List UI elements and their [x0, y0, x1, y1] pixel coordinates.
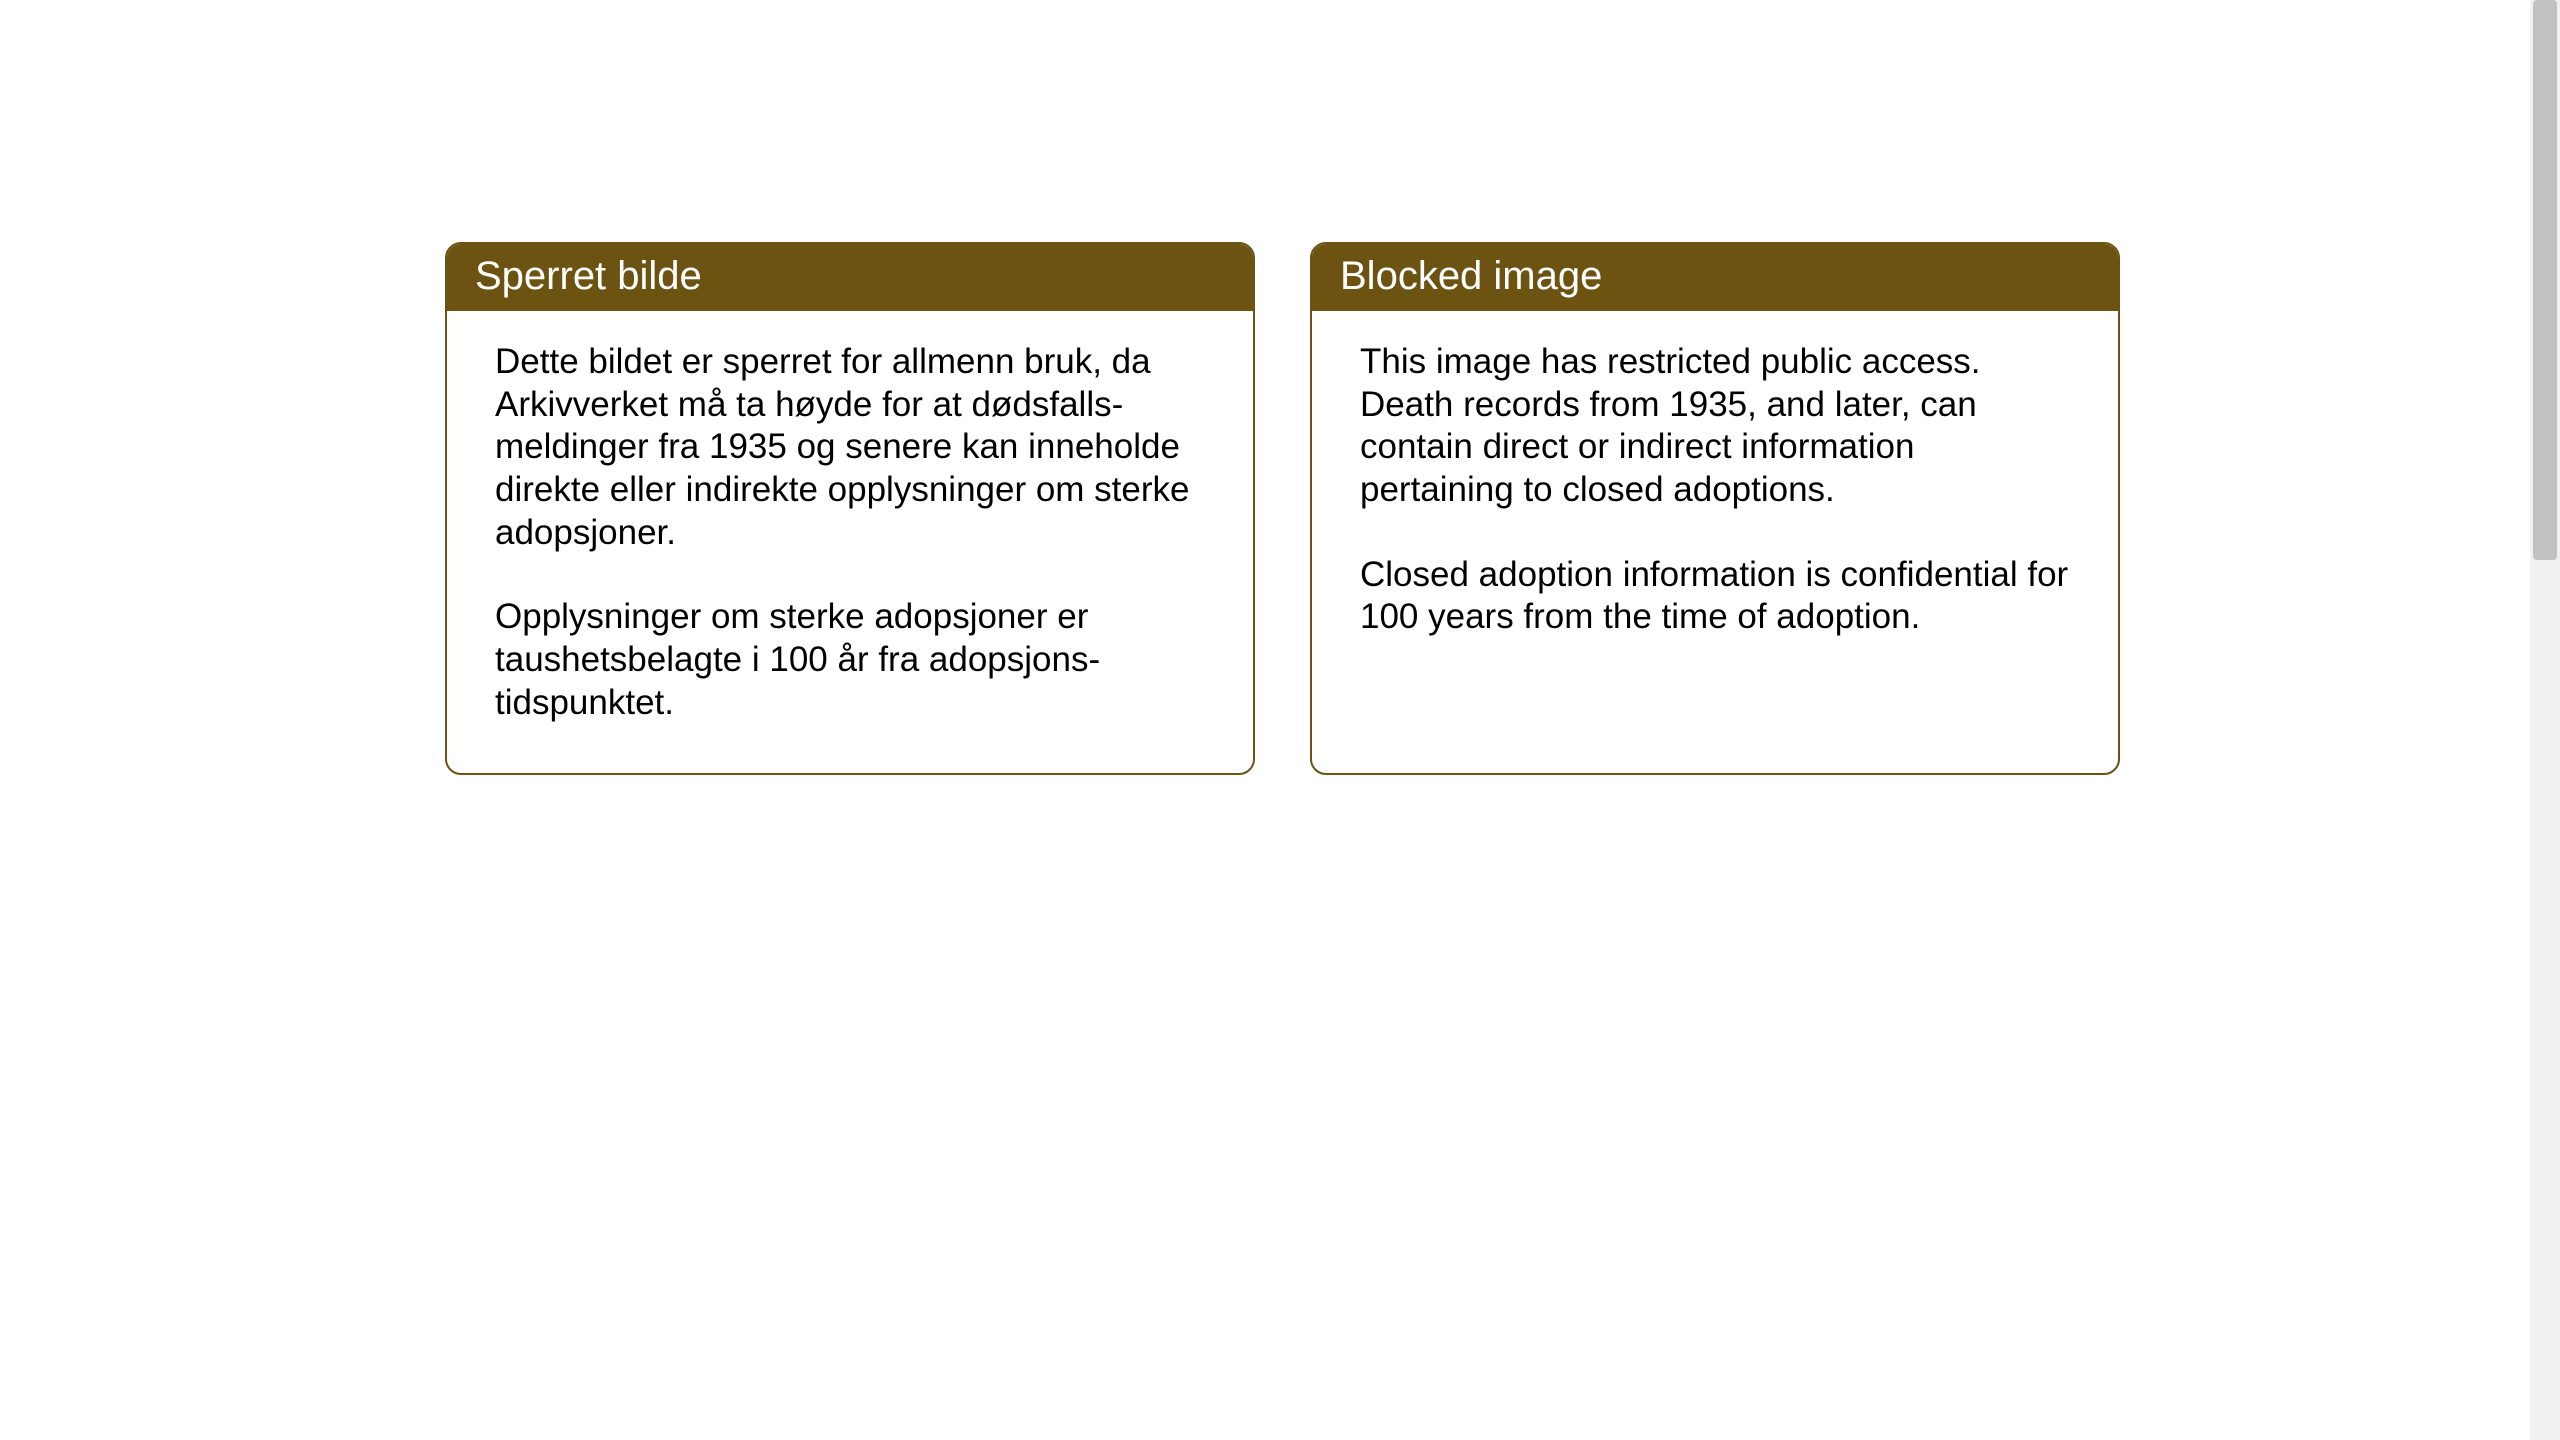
- card-body-norwegian: Dette bildet er sperret for allmenn bruk…: [447, 311, 1253, 773]
- card-paragraph-1-norwegian: Dette bildet er sperret for allmenn bruk…: [495, 341, 1209, 554]
- card-body-english: This image has restricted public access.…: [1312, 311, 2118, 687]
- card-norwegian: Sperret bilde Dette bildet er sperret fo…: [445, 242, 1255, 775]
- card-header-english: Blocked image: [1312, 244, 2118, 311]
- card-header-norwegian: Sperret bilde: [447, 244, 1253, 311]
- cards-container: Sperret bilde Dette bildet er sperret fo…: [445, 242, 2120, 775]
- card-paragraph-2-english: Closed adoption information is confident…: [1360, 554, 2074, 639]
- card-paragraph-1-english: This image has restricted public access.…: [1360, 341, 2074, 512]
- scrollbar-thumb[interactable]: [2533, 0, 2557, 560]
- card-paragraph-2-norwegian: Opplysninger om sterke adopsjoner er tau…: [495, 596, 1209, 724]
- card-title-english: Blocked image: [1340, 254, 1602, 298]
- vertical-scrollbar[interactable]: [2530, 0, 2560, 1440]
- card-title-norwegian: Sperret bilde: [475, 254, 702, 298]
- card-english: Blocked image This image has restricted …: [1310, 242, 2120, 775]
